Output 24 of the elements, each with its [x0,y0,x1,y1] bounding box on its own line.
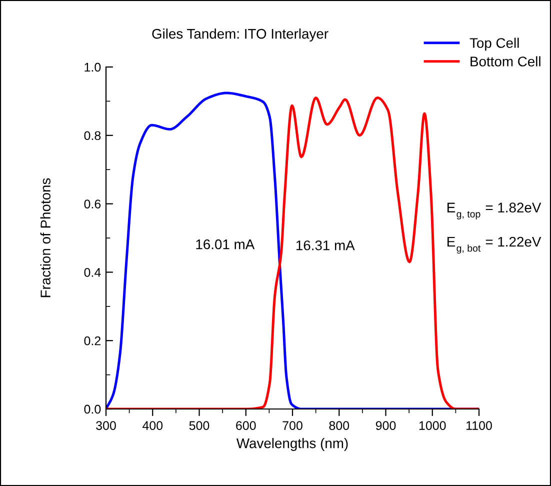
annotation: 16.01 mA [196,239,255,250]
y-tick-label: 1.0 [84,62,101,72]
x-axis-title: Wavelengths (nm) [236,438,348,451]
annotation: 16.31 mA [296,240,355,250]
y-tick-label: 0.8 [84,131,101,140]
y-tick-label: 0.4 [84,268,101,277]
y-axis-title: Fraction of Photons [40,178,50,298]
x-tick-label: 1000 [419,421,446,430]
x-tick-label: 300 [96,421,116,430]
x-tick-label: 600 [236,421,256,430]
chart-title: Giles Tandem: ITO Interlayer [152,28,328,42]
legend-label: Top Cell [470,38,519,51]
x-tick-label: 400 [142,421,163,430]
y-tick-label: 0.2 [84,336,101,346]
x-tick-label: 800 [329,421,350,430]
y-tick-label: 0.0 [84,404,101,414]
x-tick-label: 700 [282,421,302,430]
annotation: Eg, bot = 1.22eV [448,236,542,254]
annotation: Eg, top = 1.82eV [448,202,542,220]
x-tick-label: 1100 [466,421,492,430]
y-tick-label: 0.6 [84,200,101,208]
legend-label: Bottom Cell [470,56,540,66]
x-tick-label: 900 [376,421,396,430]
x-tick-label: 500 [189,421,210,430]
